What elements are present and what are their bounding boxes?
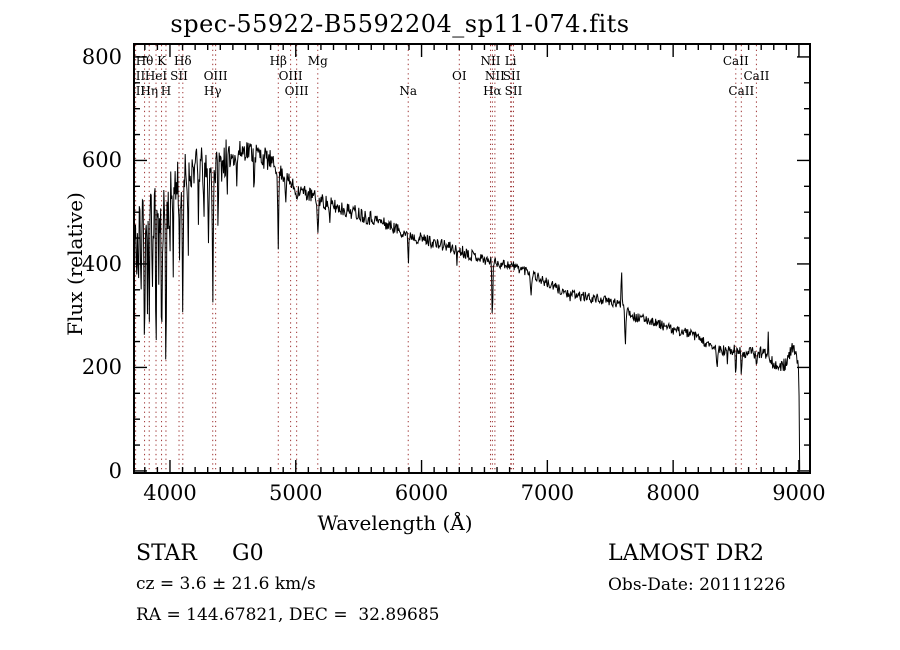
- cz-velocity-text: cz = 3.6 ± 21.6 km/s: [136, 574, 316, 594]
- y-tick-label: 600: [81, 148, 122, 173]
- x-tick-label: 8000: [646, 481, 700, 505]
- obs-date-text: Obs-Date: 20111226: [608, 575, 786, 595]
- y-tick-label: 0: [108, 458, 122, 483]
- spectral-marker-lines: [135, 45, 757, 472]
- y-tick-label: 800: [81, 44, 122, 69]
- x-tick-label: 6000: [394, 481, 449, 505]
- y-tick-label: 400: [81, 251, 122, 276]
- y-axis-title: Flux (relative): [63, 192, 87, 336]
- survey-label: LAMOST DR2: [608, 541, 764, 566]
- x-tick-label: 5000: [269, 481, 323, 505]
- x-tick-label: 9000: [772, 481, 826, 505]
- x-tick-label: 7000: [520, 481, 575, 505]
- spectrum-trace: [133, 139, 801, 470]
- x-tick-label: 4000: [143, 481, 197, 505]
- classification-class: STAR: [136, 541, 197, 566]
- classification-subclass: G0: [232, 541, 264, 566]
- axes-box-and-ticks: [133, 43, 811, 474]
- ra-dec-text: RA = 144.67821, DEC = 32.89685: [136, 605, 440, 625]
- plot-title: spec-55922-B5592204_sp11-074.fits: [170, 10, 630, 38]
- y-tick-label: 200: [81, 355, 122, 380]
- x-axis-title: Wavelength (Å): [317, 511, 473, 535]
